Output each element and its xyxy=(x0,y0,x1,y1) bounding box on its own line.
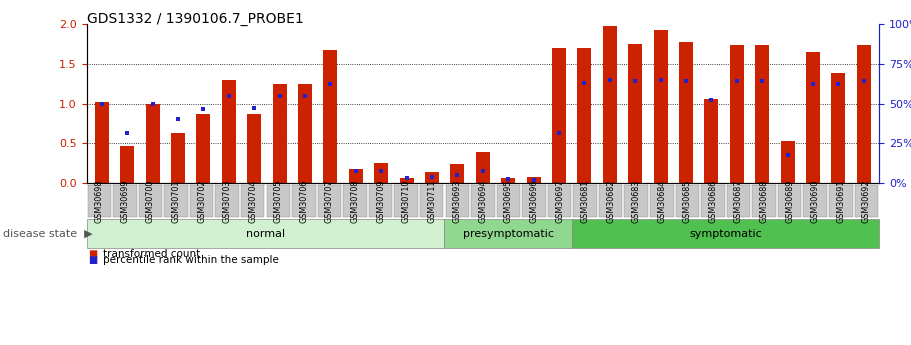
Text: GSM30686: GSM30686 xyxy=(709,179,718,223)
Text: GSM30701: GSM30701 xyxy=(171,179,180,223)
Bar xyxy=(171,133,185,183)
Bar xyxy=(781,141,794,183)
Bar xyxy=(95,102,108,183)
Bar xyxy=(400,178,414,183)
Bar xyxy=(247,114,261,183)
Text: GSM30695: GSM30695 xyxy=(504,179,513,223)
Bar xyxy=(425,172,439,183)
Bar xyxy=(730,45,744,183)
Text: GSM30697: GSM30697 xyxy=(555,179,564,223)
Bar xyxy=(806,52,820,183)
Text: GSM30702: GSM30702 xyxy=(197,179,206,223)
Bar xyxy=(857,45,871,183)
Text: GSM30707: GSM30707 xyxy=(325,179,334,223)
Bar xyxy=(654,30,668,183)
Text: normal: normal xyxy=(246,229,285,239)
Text: percentile rank within the sample: percentile rank within the sample xyxy=(103,256,279,265)
Bar xyxy=(629,44,642,183)
Bar xyxy=(450,164,465,183)
Text: GSM30692: GSM30692 xyxy=(862,179,871,223)
Bar xyxy=(501,178,516,183)
Bar xyxy=(476,152,490,183)
Text: ■: ■ xyxy=(88,249,97,258)
Bar xyxy=(832,73,845,183)
Text: GSM30685: GSM30685 xyxy=(683,179,691,223)
Text: GSM30705: GSM30705 xyxy=(274,179,282,223)
Text: GSM30694: GSM30694 xyxy=(478,179,487,223)
Text: GDS1332 / 1390106.7_PROBE1: GDS1332 / 1390106.7_PROBE1 xyxy=(87,12,303,26)
Text: GSM30711: GSM30711 xyxy=(427,179,436,223)
Bar xyxy=(298,84,312,183)
Text: GSM30687: GSM30687 xyxy=(734,179,743,223)
Bar xyxy=(527,177,540,183)
Text: GSM30684: GSM30684 xyxy=(658,179,666,223)
Bar xyxy=(578,48,591,183)
Bar xyxy=(221,80,236,183)
Text: GSM30708: GSM30708 xyxy=(351,179,360,223)
Bar xyxy=(349,169,363,183)
Text: GSM30699: GSM30699 xyxy=(120,179,129,223)
Text: GSM30706: GSM30706 xyxy=(300,179,308,223)
Text: GSM30693: GSM30693 xyxy=(453,179,462,223)
Text: GSM30698: GSM30698 xyxy=(95,179,104,223)
Text: GSM30696: GSM30696 xyxy=(529,179,538,223)
Bar xyxy=(146,104,159,183)
Text: ■: ■ xyxy=(88,256,97,265)
Text: GSM30683: GSM30683 xyxy=(631,179,640,223)
Text: GSM30710: GSM30710 xyxy=(402,179,411,223)
Text: GSM30704: GSM30704 xyxy=(248,179,257,223)
Bar xyxy=(704,99,719,183)
Text: presymptomatic: presymptomatic xyxy=(463,229,554,239)
Bar xyxy=(272,85,287,183)
Text: GSM30682: GSM30682 xyxy=(606,179,615,223)
Bar xyxy=(323,50,337,183)
Bar xyxy=(120,146,134,183)
Text: GSM30700: GSM30700 xyxy=(146,179,155,223)
Text: GSM30690: GSM30690 xyxy=(811,179,820,223)
Text: GSM30688: GSM30688 xyxy=(760,179,769,223)
Text: GSM30681: GSM30681 xyxy=(580,179,589,223)
Text: GSM30691: GSM30691 xyxy=(836,179,845,223)
Text: GSM30689: GSM30689 xyxy=(785,179,794,223)
Text: disease state  ▶: disease state ▶ xyxy=(3,229,92,239)
Bar xyxy=(603,26,617,183)
Bar xyxy=(374,163,388,183)
Text: transformed count: transformed count xyxy=(103,249,200,258)
Text: GSM30709: GSM30709 xyxy=(376,179,385,223)
Text: GSM30703: GSM30703 xyxy=(222,179,231,223)
Bar xyxy=(679,42,693,183)
Text: symptomatic: symptomatic xyxy=(690,229,763,239)
Bar xyxy=(755,45,769,183)
Bar xyxy=(552,48,566,183)
Bar xyxy=(197,114,210,183)
